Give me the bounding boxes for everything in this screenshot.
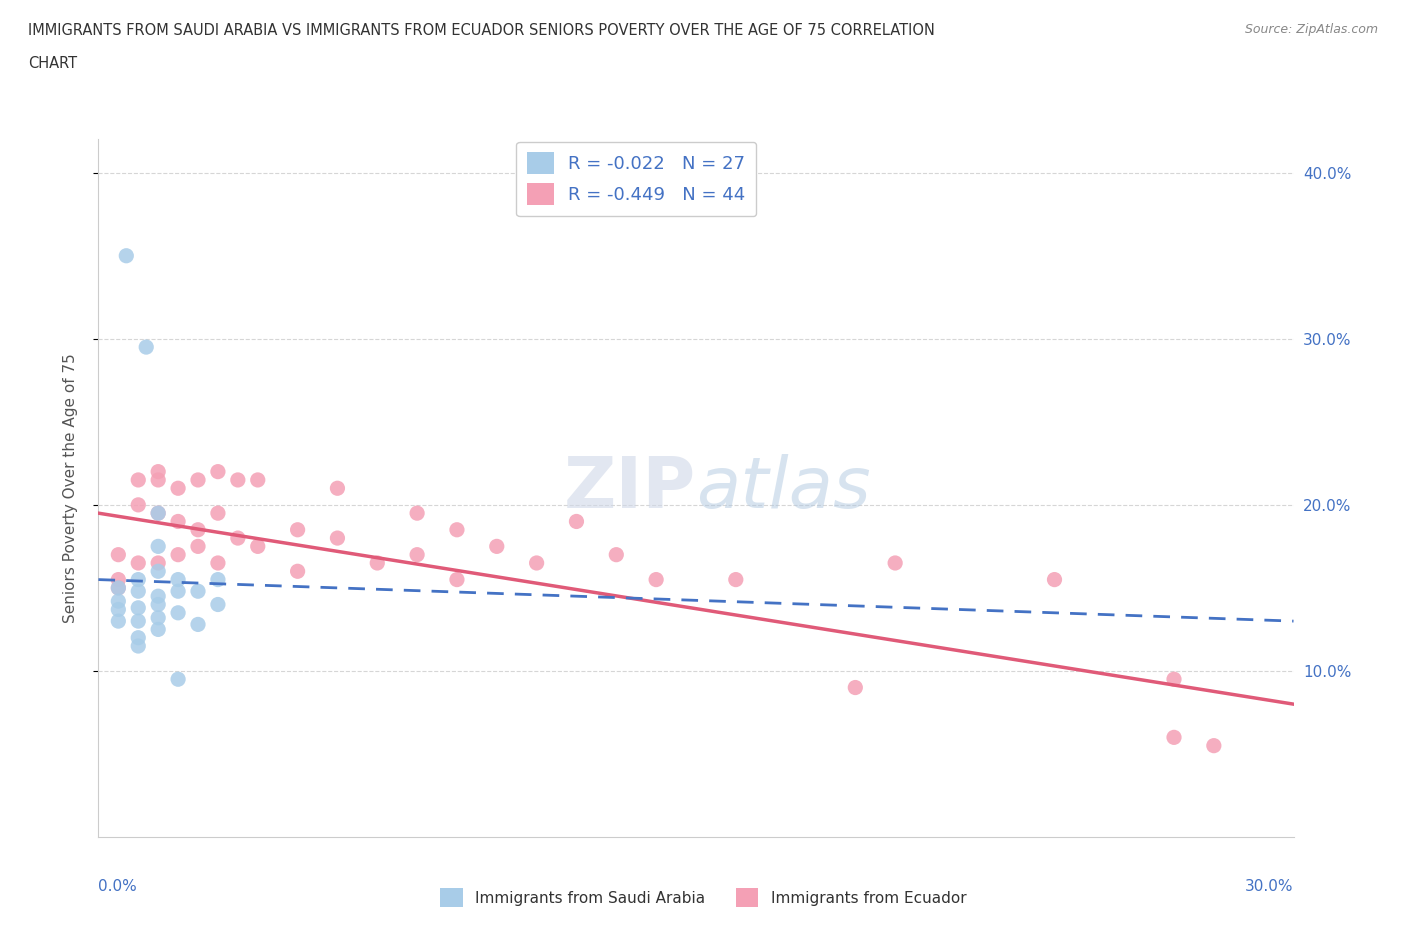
Point bbox=[526, 555, 548, 570]
Text: IMMIGRANTS FROM SAUDI ARABIA VS IMMIGRANTS FROM ECUADOR SENIORS POVERTY OVER THE: IMMIGRANTS FROM SAUDI ARABIA VS IMMIGRAN… bbox=[28, 23, 935, 38]
Text: ZIP: ZIP bbox=[564, 454, 696, 523]
Point bbox=[187, 617, 209, 631]
Point bbox=[148, 610, 170, 625]
Point bbox=[246, 539, 269, 554]
Point bbox=[107, 593, 129, 608]
Point bbox=[207, 597, 229, 612]
Point bbox=[148, 589, 170, 604]
Point bbox=[1043, 572, 1066, 587]
Point bbox=[406, 547, 429, 562]
Text: Source: ZipAtlas.com: Source: ZipAtlas.com bbox=[1244, 23, 1378, 36]
Text: 30.0%: 30.0% bbox=[1246, 879, 1294, 894]
Point bbox=[127, 601, 149, 616]
Point bbox=[326, 531, 349, 546]
Point bbox=[724, 572, 747, 587]
Point bbox=[485, 539, 508, 554]
Point bbox=[127, 498, 149, 512]
Point bbox=[167, 584, 190, 599]
Point bbox=[127, 472, 149, 487]
Point bbox=[127, 631, 149, 645]
Point bbox=[148, 506, 170, 521]
Point bbox=[565, 514, 588, 529]
Point bbox=[446, 572, 468, 587]
Point bbox=[167, 605, 190, 620]
Legend: R = -0.022   N = 27, R = -0.449   N = 44: R = -0.022 N = 27, R = -0.449 N = 44 bbox=[516, 141, 756, 217]
Point bbox=[187, 472, 209, 487]
Point bbox=[148, 622, 170, 637]
Point bbox=[187, 584, 209, 599]
Point bbox=[406, 506, 429, 521]
Text: CHART: CHART bbox=[28, 56, 77, 71]
Point bbox=[226, 472, 249, 487]
Point bbox=[187, 523, 209, 538]
Point bbox=[127, 584, 149, 599]
Point bbox=[167, 514, 190, 529]
Point bbox=[167, 481, 190, 496]
Point bbox=[148, 472, 170, 487]
Point bbox=[207, 464, 229, 479]
Point bbox=[107, 602, 129, 617]
Point bbox=[115, 248, 138, 263]
Y-axis label: Seniors Poverty Over the Age of 75: Seniors Poverty Over the Age of 75 bbox=[63, 353, 77, 623]
Point bbox=[326, 481, 349, 496]
Point bbox=[287, 523, 309, 538]
Point bbox=[148, 464, 170, 479]
Point bbox=[605, 547, 627, 562]
Point bbox=[287, 564, 309, 578]
Text: 0.0%: 0.0% bbox=[98, 879, 138, 894]
Point bbox=[107, 580, 129, 595]
Point bbox=[107, 614, 129, 629]
Point bbox=[167, 572, 190, 587]
Point bbox=[884, 555, 907, 570]
Point bbox=[107, 547, 129, 562]
Point bbox=[207, 572, 229, 587]
Point bbox=[127, 639, 149, 654]
Point bbox=[844, 680, 866, 695]
Point bbox=[127, 555, 149, 570]
Point bbox=[148, 506, 170, 521]
Point bbox=[148, 564, 170, 578]
Text: atlas: atlas bbox=[696, 454, 870, 523]
Point bbox=[446, 523, 468, 538]
Point bbox=[148, 539, 170, 554]
Point bbox=[107, 580, 129, 595]
Point bbox=[167, 671, 190, 686]
Point bbox=[167, 547, 190, 562]
Point bbox=[645, 572, 668, 587]
Point bbox=[148, 555, 170, 570]
Point bbox=[135, 339, 157, 354]
Point bbox=[207, 506, 229, 521]
Point bbox=[366, 555, 388, 570]
Point bbox=[127, 614, 149, 629]
Point bbox=[148, 597, 170, 612]
Point bbox=[1163, 730, 1185, 745]
Point bbox=[207, 555, 229, 570]
Legend: Immigrants from Saudi Arabia, Immigrants from Ecuador: Immigrants from Saudi Arabia, Immigrants… bbox=[433, 883, 973, 913]
Point bbox=[127, 572, 149, 587]
Point bbox=[1202, 738, 1225, 753]
Point bbox=[226, 531, 249, 546]
Point bbox=[107, 572, 129, 587]
Point bbox=[187, 539, 209, 554]
Point bbox=[1163, 671, 1185, 686]
Point bbox=[246, 472, 269, 487]
